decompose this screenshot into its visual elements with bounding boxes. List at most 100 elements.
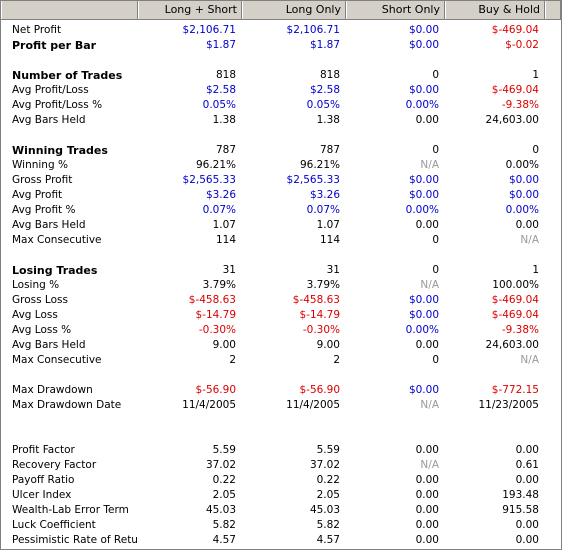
stat-label: Gross Profit [12,174,73,186]
stat-label: Profit per Bar [12,39,97,52]
value-short-only: 0.00 [415,339,439,351]
stat-row: Wealth-Lab Error Term 45.03 45.03 0.00 915.5… [1,503,561,518]
value-short-only: N/A [420,279,439,291]
stat-row: Losing % 3.79% 3.79% N/A 100.00% [1,278,561,293]
spacer-row [1,413,561,428]
stat-row: Avg Bars Held 1.07 1.07 0.00 0.00 [1,218,561,233]
stat-label: Payoff Ratio [12,474,75,486]
stat-label: Avg Profit % [12,204,76,216]
value-long-short: -0.30% [198,324,236,336]
value-buy-hold: 0.00 [515,474,539,486]
header-buy-hold[interactable]: Buy & Hold [445,1,545,19]
value-long-short: 11/4/2005 [182,399,236,411]
value-short-only: $0.00 [408,309,439,321]
value-long-only: 0.07% [306,204,340,216]
value-long-only: 0.05% [306,99,340,111]
value-buy-hold: N/A [520,354,539,366]
value-long-short: 5.82 [212,519,236,531]
value-long-short: $2,565.33 [182,174,236,186]
value-long-only: $2,565.33 [286,174,340,186]
value-long-only: $1.87 [309,39,340,51]
value-short-only: 0.00 [415,504,439,516]
stat-row: Avg Profit % 0.07% 0.07% 0.00% 0.00% [1,203,561,218]
value-short-only: 0 [432,144,439,156]
value-buy-hold: $-0.02 [505,39,539,51]
value-buy-hold: 24,603.00 [485,339,539,351]
value-long-only: $-14.79 [299,309,340,321]
header-long-only[interactable]: Long Only [242,1,346,19]
stat-label: Wealth-Lab Error Term [12,504,129,516]
value-short-only: 0 [432,234,439,246]
spacer-row [1,428,561,443]
stat-label: Pessimistic Rate of Return [12,534,138,546]
value-short-only: $0.00 [408,174,439,186]
stat-row: Max Drawdown $-56.90 $-56.90 $0.00 $-772.15 [1,383,561,398]
value-long-short: 114 [215,234,236,246]
value-short-only: 0.00 [415,474,439,486]
value-buy-hold: 24,603.00 [485,114,539,126]
value-long-only: 96.21% [299,159,340,171]
value-long-short: 2 [229,354,236,366]
value-long-short: 0.07% [202,204,236,216]
value-long-short: 37.02 [205,459,236,471]
value-long-short: $-14.79 [195,309,236,321]
value-short-only: 0.00% [405,204,439,216]
stat-row: Max Drawdown Date 11/4/2005 11/4/2005 N/A 11… [1,398,561,413]
value-long-only: 2 [333,354,340,366]
value-buy-hold: 100.00% [492,279,539,291]
value-buy-hold: 193.48 [502,489,539,501]
value-short-only: $0.00 [408,84,439,96]
value-short-only: $0.00 [408,294,439,306]
stat-row: Payoff Ratio 0.22 0.22 0.00 0.00 [1,473,561,488]
stat-label: Winning % [12,159,68,171]
value-buy-hold: $-469.04 [491,84,539,96]
value-short-only: 0.00% [405,324,439,336]
value-long-only: 9.00 [316,339,340,351]
spacer-row [1,368,561,383]
stat-row: Avg Loss % -0.30% -0.30% 0.00% -9.38% [1,323,561,338]
value-buy-hold: 0 [532,144,539,156]
stat-label: Recovery Factor [12,459,97,471]
value-short-only: 0 [432,264,439,276]
value-short-only: N/A [420,459,439,471]
stat-label: Max Drawdown [12,384,93,396]
value-buy-hold: $0.00 [508,189,539,201]
value-long-short: 2.05 [212,489,236,501]
stat-row: Ulcer Index 2.05 2.05 0.00 193.48 [1,488,561,503]
value-long-short: 4.57 [212,534,236,546]
header-label-column[interactable] [1,1,138,19]
stat-label: Net Profit [12,24,62,36]
value-buy-hold: 0.00 [515,219,539,231]
header-long-short[interactable]: Long + Short [138,1,242,19]
value-long-short: $-458.63 [188,294,236,306]
stat-label: Max Drawdown Date [12,399,122,411]
value-long-only: 5.59 [316,444,340,456]
value-short-only: $0.00 [408,39,439,51]
stat-label: Avg Bars Held [12,114,86,126]
value-buy-hold: 0.00 [515,444,539,456]
stat-row: Avg Profit/Loss $2.58 $2.58 $0.00 $-469.04 [1,83,561,98]
value-short-only: 0.00 [415,489,439,501]
header-short-only[interactable]: Short Only [346,1,445,19]
value-short-only: $0.00 [408,384,439,396]
value-buy-hold: $-469.04 [491,24,539,36]
stat-row: Profit per Bar $1.87 $1.87 $0.00 $-0.02 [1,38,561,53]
stat-label: Max Consecutive [12,354,102,366]
value-long-short: $3.26 [205,189,236,201]
stat-label: Losing Trades [12,264,98,277]
stat-row: Winning % 96.21% 96.21% N/A 0.00% [1,158,561,173]
stat-row: Luck Coefficient 5.82 5.82 0.00 0.00 [1,518,561,533]
value-long-short: 818 [215,69,236,81]
stat-label: Avg Profit [12,189,63,201]
value-long-only: 4.57 [316,534,340,546]
value-long-only: 1.07 [316,219,340,231]
stat-row: Gross Profit $2,565.33 $2,565.33 $0.00 $0.00 [1,173,561,188]
value-long-short: $2.58 [205,84,236,96]
value-buy-hold: $-772.15 [491,384,539,396]
value-buy-hold: -9.38% [501,99,539,111]
stat-row: Recovery Factor 37.02 37.02 N/A 0.61 [1,458,561,473]
value-long-only: 2.05 [316,489,340,501]
value-long-only: 114 [319,234,340,246]
value-short-only: $0.00 [408,24,439,36]
